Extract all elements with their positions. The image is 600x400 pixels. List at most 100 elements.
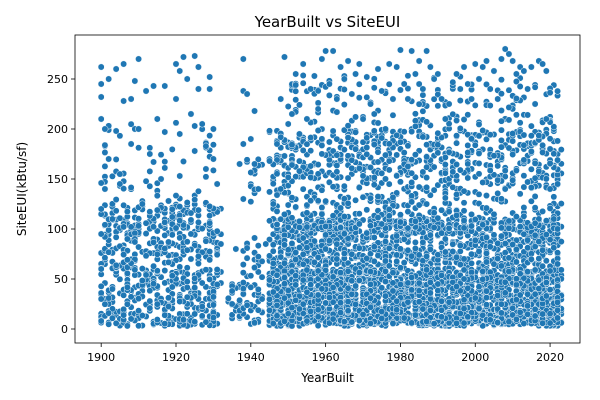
data-point bbox=[434, 280, 442, 288]
data-point bbox=[295, 130, 303, 138]
data-point bbox=[262, 240, 270, 248]
data-point bbox=[411, 217, 419, 225]
data-point bbox=[325, 294, 333, 302]
data-point bbox=[382, 292, 389, 300]
data-point bbox=[112, 65, 120, 73]
data-point bbox=[138, 200, 146, 208]
data-point bbox=[183, 199, 191, 206]
data-point bbox=[497, 195, 505, 203]
data-point bbox=[314, 99, 322, 107]
data-point bbox=[191, 310, 199, 318]
data-point bbox=[239, 285, 247, 293]
data-point bbox=[497, 76, 505, 84]
data-point bbox=[430, 163, 438, 171]
data-point bbox=[393, 297, 401, 305]
data-point bbox=[367, 163, 374, 171]
data-point bbox=[434, 287, 442, 295]
data-point bbox=[542, 67, 550, 75]
data-point bbox=[180, 53, 187, 61]
data-point bbox=[333, 135, 341, 143]
data-point bbox=[524, 178, 532, 186]
data-point bbox=[460, 199, 468, 207]
data-point bbox=[408, 319, 416, 327]
data-point bbox=[344, 134, 352, 142]
data-point bbox=[505, 224, 513, 232]
data-point bbox=[112, 155, 120, 163]
data-point bbox=[542, 292, 550, 300]
data-point bbox=[483, 234, 490, 241]
data-point bbox=[127, 315, 135, 323]
data-point bbox=[494, 255, 502, 263]
data-point bbox=[191, 147, 199, 155]
data-point bbox=[284, 173, 292, 181]
data-point bbox=[209, 314, 217, 322]
data-point bbox=[97, 282, 105, 290]
data-point bbox=[198, 225, 206, 233]
x-tick-label: 1960 bbox=[312, 351, 340, 364]
data-point bbox=[318, 204, 326, 211]
data-point bbox=[382, 267, 389, 275]
data-point bbox=[396, 245, 404, 253]
data-point bbox=[307, 162, 315, 170]
data-point bbox=[512, 281, 520, 289]
data-point bbox=[146, 144, 154, 152]
data-point bbox=[266, 252, 273, 260]
data-point bbox=[228, 300, 236, 308]
data-point bbox=[449, 110, 457, 118]
data-point bbox=[269, 241, 277, 249]
data-point bbox=[434, 149, 442, 157]
data-point bbox=[520, 131, 528, 139]
data-point bbox=[303, 288, 311, 296]
data-point bbox=[468, 222, 475, 230]
data-point bbox=[520, 67, 528, 75]
data-point bbox=[535, 132, 543, 139]
data-point bbox=[187, 110, 195, 118]
data-point bbox=[352, 128, 360, 136]
data-point bbox=[460, 275, 468, 283]
data-point bbox=[138, 265, 146, 273]
data-point bbox=[254, 268, 262, 276]
data-point bbox=[456, 166, 464, 174]
data-point bbox=[408, 252, 416, 260]
data-point bbox=[284, 286, 292, 294]
data-point bbox=[112, 207, 120, 215]
data-point bbox=[367, 268, 374, 276]
data-point bbox=[445, 298, 453, 306]
data-point bbox=[400, 314, 408, 322]
data-point bbox=[434, 141, 442, 149]
data-point bbox=[539, 60, 547, 68]
data-point bbox=[441, 194, 449, 202]
data-point bbox=[198, 312, 206, 320]
data-point bbox=[367, 294, 374, 302]
data-point bbox=[393, 232, 401, 240]
data-point bbox=[101, 300, 109, 308]
data-point bbox=[161, 267, 169, 274]
data-point bbox=[198, 303, 206, 310]
data-point bbox=[355, 164, 363, 172]
data-point bbox=[464, 284, 472, 292]
data-point bbox=[408, 156, 416, 164]
data-point bbox=[445, 208, 453, 216]
data-point bbox=[535, 285, 543, 292]
data-point bbox=[385, 205, 393, 213]
data-point bbox=[382, 278, 389, 285]
data-point bbox=[423, 318, 431, 325]
data-point bbox=[292, 249, 300, 257]
data-point bbox=[135, 243, 143, 251]
data-point bbox=[539, 141, 547, 149]
data-point bbox=[314, 105, 322, 113]
data-point bbox=[434, 70, 442, 78]
data-point bbox=[183, 293, 191, 301]
data-point bbox=[180, 221, 187, 229]
data-point bbox=[389, 279, 397, 287]
data-point bbox=[273, 301, 281, 309]
data-point bbox=[228, 287, 236, 295]
data-point bbox=[516, 119, 524, 127]
data-point bbox=[434, 214, 442, 222]
data-point bbox=[411, 238, 419, 246]
data-point bbox=[120, 251, 128, 259]
data-point bbox=[266, 276, 273, 284]
data-point bbox=[284, 103, 292, 110]
data-point bbox=[527, 184, 535, 191]
data-point bbox=[363, 73, 371, 81]
